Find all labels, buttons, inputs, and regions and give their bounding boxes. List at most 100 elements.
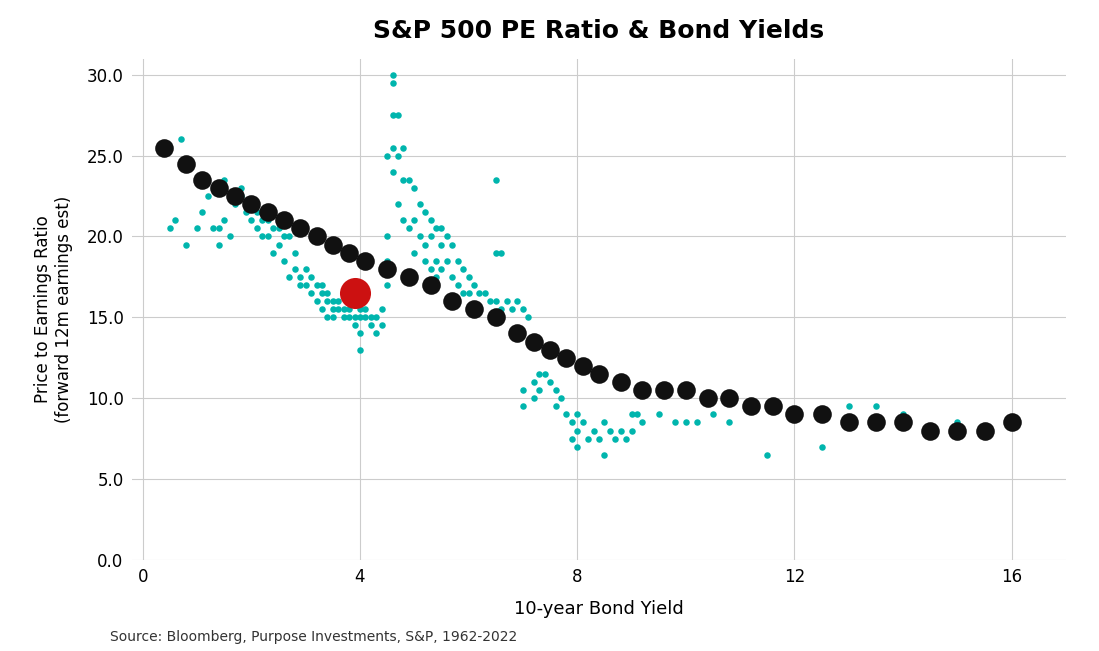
Point [313, 288, 331, 298]
Point [259, 207, 277, 217]
Point [378, 231, 396, 242]
Point [389, 150, 407, 161]
Point [291, 223, 309, 234]
Point [269, 223, 287, 234]
Point [193, 207, 211, 217]
Point [422, 280, 440, 290]
Point [546, 401, 564, 411]
Point [454, 288, 471, 298]
Point [764, 401, 781, 411]
Point [395, 143, 412, 153]
Point [395, 215, 412, 225]
Point [417, 240, 434, 250]
Point [346, 288, 364, 298]
Point [786, 409, 803, 419]
Point [352, 328, 369, 339]
Point [487, 312, 504, 322]
Point [384, 77, 401, 88]
Point [433, 240, 451, 250]
Point [498, 296, 515, 307]
Point [1003, 417, 1021, 428]
Point [215, 174, 233, 185]
Point [319, 288, 336, 298]
Point [395, 174, 412, 185]
Point [378, 150, 396, 161]
Point [221, 231, 238, 242]
Point [156, 143, 174, 153]
Point [324, 240, 342, 250]
Point [514, 304, 532, 314]
Point [400, 174, 418, 185]
Point [335, 312, 353, 322]
Point [356, 312, 374, 322]
Point [520, 312, 537, 322]
Point [542, 377, 559, 387]
Point [411, 231, 429, 242]
Point [607, 434, 624, 444]
Point [264, 223, 281, 234]
Point [612, 377, 630, 387]
Point [813, 409, 831, 419]
Point [574, 417, 591, 428]
Point [428, 271, 445, 282]
Point [557, 409, 575, 419]
Point [417, 207, 434, 217]
Point [302, 288, 320, 298]
Point [492, 304, 510, 314]
Point [867, 417, 885, 428]
Point [352, 312, 369, 322]
Point [465, 304, 482, 314]
Point [585, 425, 602, 436]
Point [574, 361, 591, 371]
Point [813, 441, 831, 452]
Point [341, 312, 358, 322]
Point [319, 312, 336, 322]
Point [623, 425, 641, 436]
Point [193, 174, 211, 185]
Point [433, 223, 451, 234]
Point [422, 231, 440, 242]
Point [514, 385, 532, 395]
Point [204, 223, 222, 234]
Point [536, 368, 554, 379]
Point [449, 255, 467, 266]
Point [688, 417, 706, 428]
Point [579, 434, 597, 444]
Point [449, 280, 467, 290]
Point [525, 393, 543, 404]
Point [840, 417, 857, 428]
Point [721, 393, 739, 404]
Point [297, 280, 314, 290]
Point [356, 304, 374, 314]
Point [552, 393, 569, 404]
Point [948, 425, 966, 436]
Point [248, 223, 266, 234]
Point [308, 231, 325, 242]
Point [650, 409, 667, 419]
Point [568, 441, 586, 452]
Point [362, 312, 379, 322]
Point [243, 199, 260, 210]
Point [895, 409, 912, 419]
Point [400, 271, 418, 282]
Point [867, 401, 885, 411]
Point [921, 425, 939, 436]
Point [362, 320, 379, 331]
Point [162, 223, 179, 234]
Point [433, 264, 451, 274]
Point [210, 183, 227, 193]
Point [177, 240, 195, 250]
Point [634, 417, 652, 428]
Point [352, 344, 369, 355]
Point [210, 240, 227, 250]
X-axis label: 10-year Bond Yield: 10-year Bond Yield [514, 600, 684, 618]
Point [525, 337, 543, 347]
Point [188, 223, 206, 234]
Point [367, 312, 385, 322]
Point [237, 207, 255, 217]
Point [367, 328, 385, 339]
Point [487, 174, 504, 185]
Point [378, 255, 396, 266]
Point [167, 215, 185, 225]
Point [444, 296, 462, 307]
